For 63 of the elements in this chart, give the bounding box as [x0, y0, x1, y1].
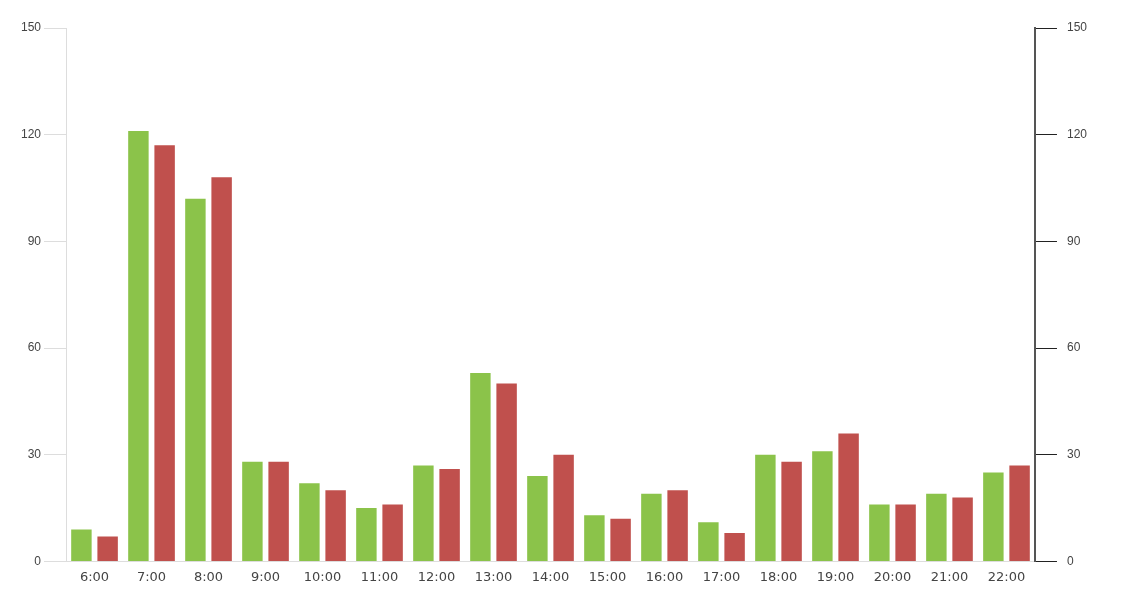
bar	[356, 508, 377, 561]
x-tick-label: 6:00	[79, 568, 110, 584]
x-tick-label: 13:00	[474, 568, 513, 584]
bar	[527, 476, 548, 561]
bar	[895, 504, 916, 561]
bar	[755, 454, 776, 561]
x-tick-label: 9:00	[250, 568, 281, 584]
x-tick-label: 15:00	[588, 568, 627, 584]
bar	[71, 529, 92, 561]
bar	[439, 468, 460, 561]
bar	[242, 461, 263, 561]
y-tick-label: 60	[1066, 340, 1081, 355]
y-tick-label: 120	[1066, 126, 1088, 141]
bar	[926, 493, 947, 561]
x-tick-label: 8:00	[193, 568, 224, 584]
bar	[211, 177, 232, 561]
x-tick-label: 11:00	[360, 568, 399, 584]
bar	[838, 433, 859, 561]
y-tick-label: 90	[1066, 233, 1081, 248]
bar	[610, 518, 631, 561]
x-tick-label: 7:00	[136, 568, 167, 584]
bar	[154, 145, 175, 561]
x-tick-label: 19:00	[816, 568, 855, 584]
x-tick-label: 20:00	[873, 568, 912, 584]
x-tick-label: 10:00	[303, 568, 342, 584]
bar	[382, 504, 403, 561]
y-tick-label: 30	[1066, 447, 1081, 462]
y-tick-label: 150	[1066, 20, 1088, 35]
y2-tick-label: 150	[20, 20, 42, 35]
y2-tick-label: 60	[27, 340, 42, 355]
y2-tick-label: 90	[27, 233, 42, 248]
bar	[724, 532, 745, 561]
bar	[1009, 465, 1030, 561]
bar	[413, 465, 434, 561]
bar	[128, 131, 149, 561]
bar	[698, 522, 719, 561]
x-tick-label: 21:00	[930, 568, 969, 584]
bar	[496, 383, 517, 561]
bar	[869, 504, 890, 561]
bar	[781, 461, 802, 561]
x-tick-label: 16:00	[645, 568, 684, 584]
bar	[299, 483, 320, 561]
bar	[553, 454, 574, 561]
bar	[667, 490, 688, 561]
y2-tick-label: 120	[20, 126, 42, 141]
bar	[952, 497, 973, 561]
x-tick-label: 12:00	[417, 568, 456, 584]
bar	[812, 451, 833, 561]
x-tick-label: 18:00	[759, 568, 798, 584]
y2-tick-label: 0	[34, 553, 42, 568]
bar	[185, 198, 206, 561]
bar	[268, 461, 289, 561]
bar	[983, 472, 1004, 561]
bar	[641, 493, 662, 561]
x-tick-label: 22:00	[987, 568, 1026, 584]
x-tick-label: 14:00	[531, 568, 570, 584]
bar	[97, 536, 118, 561]
bar	[470, 372, 491, 561]
bar	[325, 490, 346, 561]
y-tick-label: 0	[1066, 553, 1074, 568]
y2-tick-label: 30	[27, 447, 42, 462]
x-tick-label: 17:00	[702, 568, 741, 584]
bar	[584, 515, 605, 561]
